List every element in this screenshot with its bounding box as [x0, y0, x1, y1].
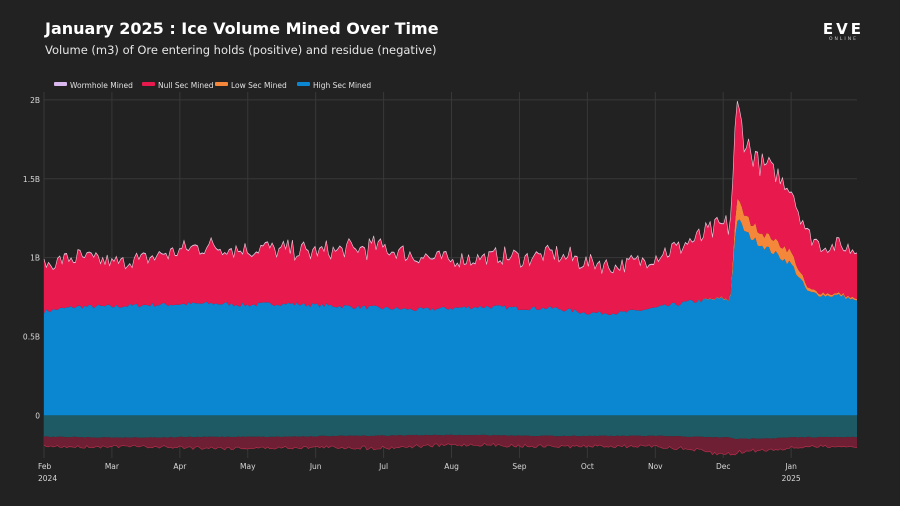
- residue-outline: [43, 442, 858, 456]
- y-tick-label: 0: [35, 411, 40, 420]
- legend-swatch-low-sec-mined: [215, 82, 228, 86]
- area-high-sec-mined: [44, 219, 857, 416]
- legend: Wormhole Mined Null Sec Mined Low Sec Mine…: [54, 81, 371, 90]
- x-tick-year-label: 2024: [38, 474, 57, 483]
- legend-label-null-sec-mined: Null Sec Mined: [158, 81, 214, 90]
- x-tick-label: Jul: [378, 462, 388, 471]
- x-tick-label: Feb: [38, 462, 52, 471]
- legend-swatch-high-sec-mined: [297, 82, 310, 86]
- area-null-sec-mined: [44, 101, 857, 315]
- chart-subtitle: Volume (m3) of Ore entering holds (posit…: [45, 43, 437, 57]
- y-axis: 0 0.5B 1B 1.5B 2B: [23, 96, 40, 421]
- y-tick-label: 0.5B: [23, 333, 40, 342]
- x-axis: Feb 2024 Mar Apr May Jun Jul Aug Sep Oct Nov Dec Jan…: [38, 462, 801, 483]
- x-tick-label: Jan: [784, 462, 797, 471]
- legend-label-high-sec-mined: High Sec Mined: [313, 81, 371, 90]
- area-top-outline: [43, 100, 858, 274]
- legend-swatch-null-sec-mined: [142, 82, 155, 86]
- logo-subtitle: ONLINE: [828, 37, 858, 42]
- y-tick-label: 2B: [30, 96, 40, 105]
- chart-title: January 2025 : Ice Volume Mined Over Tim…: [45, 19, 439, 38]
- eve-online-logo: EVE ONLINE: [823, 22, 864, 43]
- x-tick-label: Nov: [648, 462, 663, 471]
- y-tick-label: 1.5B: [23, 175, 40, 184]
- x-tick-label: Mar: [105, 462, 120, 471]
- x-tick-year-label: 2025: [782, 474, 801, 483]
- x-tick-label: Apr: [173, 462, 187, 471]
- x-tick-label: May: [240, 462, 256, 471]
- x-tick-label: Sep: [512, 462, 526, 471]
- area-series: [43, 100, 858, 456]
- y-tick-label: 1B: [30, 254, 40, 263]
- legend-label-wormhole-mined: Wormhole Mined: [70, 81, 133, 90]
- x-tick-label: Aug: [444, 462, 459, 471]
- x-tick-label: Dec: [716, 462, 731, 471]
- area-null-sec-residue: [44, 434, 857, 455]
- area-high-sec-residue: [44, 415, 857, 440]
- x-tick-label: Jun: [309, 462, 322, 471]
- x-tick-label: Oct: [581, 462, 594, 471]
- logo-wordmark: EVE: [822, 20, 864, 38]
- legend-swatch-wormhole-mined: [54, 82, 67, 86]
- legend-label-low-sec-mined: Low Sec Mined: [231, 81, 287, 90]
